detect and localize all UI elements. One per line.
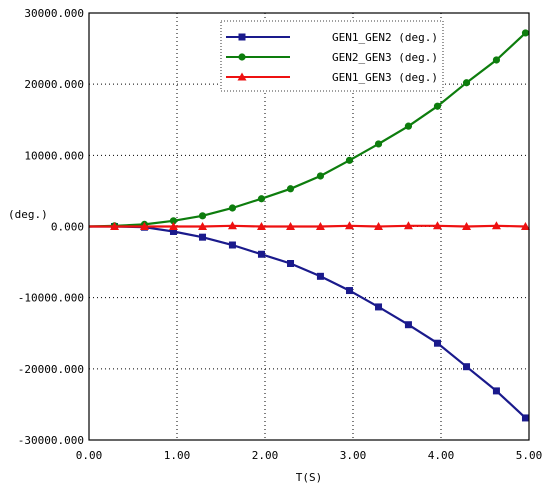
data-point xyxy=(286,185,295,193)
data-point xyxy=(227,221,237,230)
y-tick-label: 30000.000 xyxy=(24,7,84,20)
data-point xyxy=(345,156,354,164)
data-point xyxy=(520,222,530,230)
data-point xyxy=(463,363,471,371)
y-tick-label: -30000.000 xyxy=(18,434,84,447)
series-layer xyxy=(88,29,530,422)
data-point xyxy=(403,221,413,230)
series-line xyxy=(89,225,527,419)
x-tick-label: 0.00 xyxy=(76,449,103,462)
data-point xyxy=(168,222,178,230)
data-point xyxy=(287,260,295,268)
data-point xyxy=(404,321,412,329)
x-tick-label: 5.00 xyxy=(516,449,543,462)
data-point xyxy=(198,222,208,230)
plot-frame xyxy=(88,12,530,441)
data-point xyxy=(344,221,354,230)
x-axis-label: T(S) xyxy=(296,471,323,484)
data-point xyxy=(228,204,237,212)
series-1 xyxy=(89,223,529,422)
data-point xyxy=(492,56,501,64)
data-point xyxy=(169,227,177,235)
y-tick-label: 20000.000 xyxy=(24,78,84,91)
legend-item: GEN1_GEN3 (deg.) xyxy=(226,71,438,84)
data-point xyxy=(316,172,325,180)
data-point xyxy=(228,241,236,249)
y-tick-label: 0.000 xyxy=(51,221,84,234)
legend-label: GEN1_GEN3 (deg.) xyxy=(332,71,438,84)
data-point xyxy=(199,233,207,241)
data-point xyxy=(110,222,120,230)
data-point xyxy=(375,303,383,311)
legend-marker xyxy=(238,33,246,41)
data-point xyxy=(521,29,530,37)
data-point xyxy=(462,222,472,230)
data-point xyxy=(316,272,324,280)
data-point xyxy=(286,222,296,230)
data-point xyxy=(345,287,353,295)
y-axis-ticks: 30000.000 20000.000 10000.000 0.000 -10000.0… xyxy=(18,7,84,447)
data-point xyxy=(433,339,441,347)
data-point xyxy=(257,195,266,203)
data-point xyxy=(491,221,501,230)
legend-item: GEN1_GEN2 (deg.) xyxy=(226,31,438,44)
y-tick-label: 10000.000 xyxy=(24,149,84,162)
x-tick-label: 1.00 xyxy=(164,449,191,462)
data-point xyxy=(256,222,266,230)
legend-item: GEN2_GEN3 (deg.) xyxy=(226,51,438,64)
data-point xyxy=(433,102,442,110)
series-2 xyxy=(88,29,530,230)
x-axis-ticks: 0.00 1.00 2.00 3.00 4.00 5.00 xyxy=(76,449,543,462)
data-point xyxy=(521,414,529,422)
legend-label: GEN2_GEN3 (deg.) xyxy=(332,51,438,64)
series-line xyxy=(89,224,526,228)
data-point xyxy=(492,387,500,395)
legend-marker xyxy=(238,53,246,61)
y-axis-label: (deg.) xyxy=(8,208,48,221)
x-tick-label: 4.00 xyxy=(428,449,455,462)
series-3 xyxy=(89,221,530,230)
data-point xyxy=(169,217,178,225)
data-point xyxy=(198,212,207,220)
y-tick-label: -10000.000 xyxy=(18,292,84,305)
legend-marker xyxy=(237,72,247,81)
data-point xyxy=(139,222,149,230)
data-point xyxy=(315,222,325,230)
data-point xyxy=(404,122,413,130)
x-tick-label: 3.00 xyxy=(340,449,367,462)
data-point xyxy=(257,250,265,258)
legend-label: GEN1_GEN2 (deg.) xyxy=(332,31,438,44)
data-point xyxy=(374,140,383,148)
data-point xyxy=(462,79,471,87)
y-tick-label: -20000.000 xyxy=(18,363,84,376)
x-tick-label: 2.00 xyxy=(252,449,279,462)
series-line xyxy=(88,32,527,228)
data-point xyxy=(432,221,442,230)
legend: GEN1_GEN2 (deg.) GEN2_GEN3 (deg.) GEN1_GEN… xyxy=(220,20,444,92)
data-point xyxy=(374,222,384,230)
